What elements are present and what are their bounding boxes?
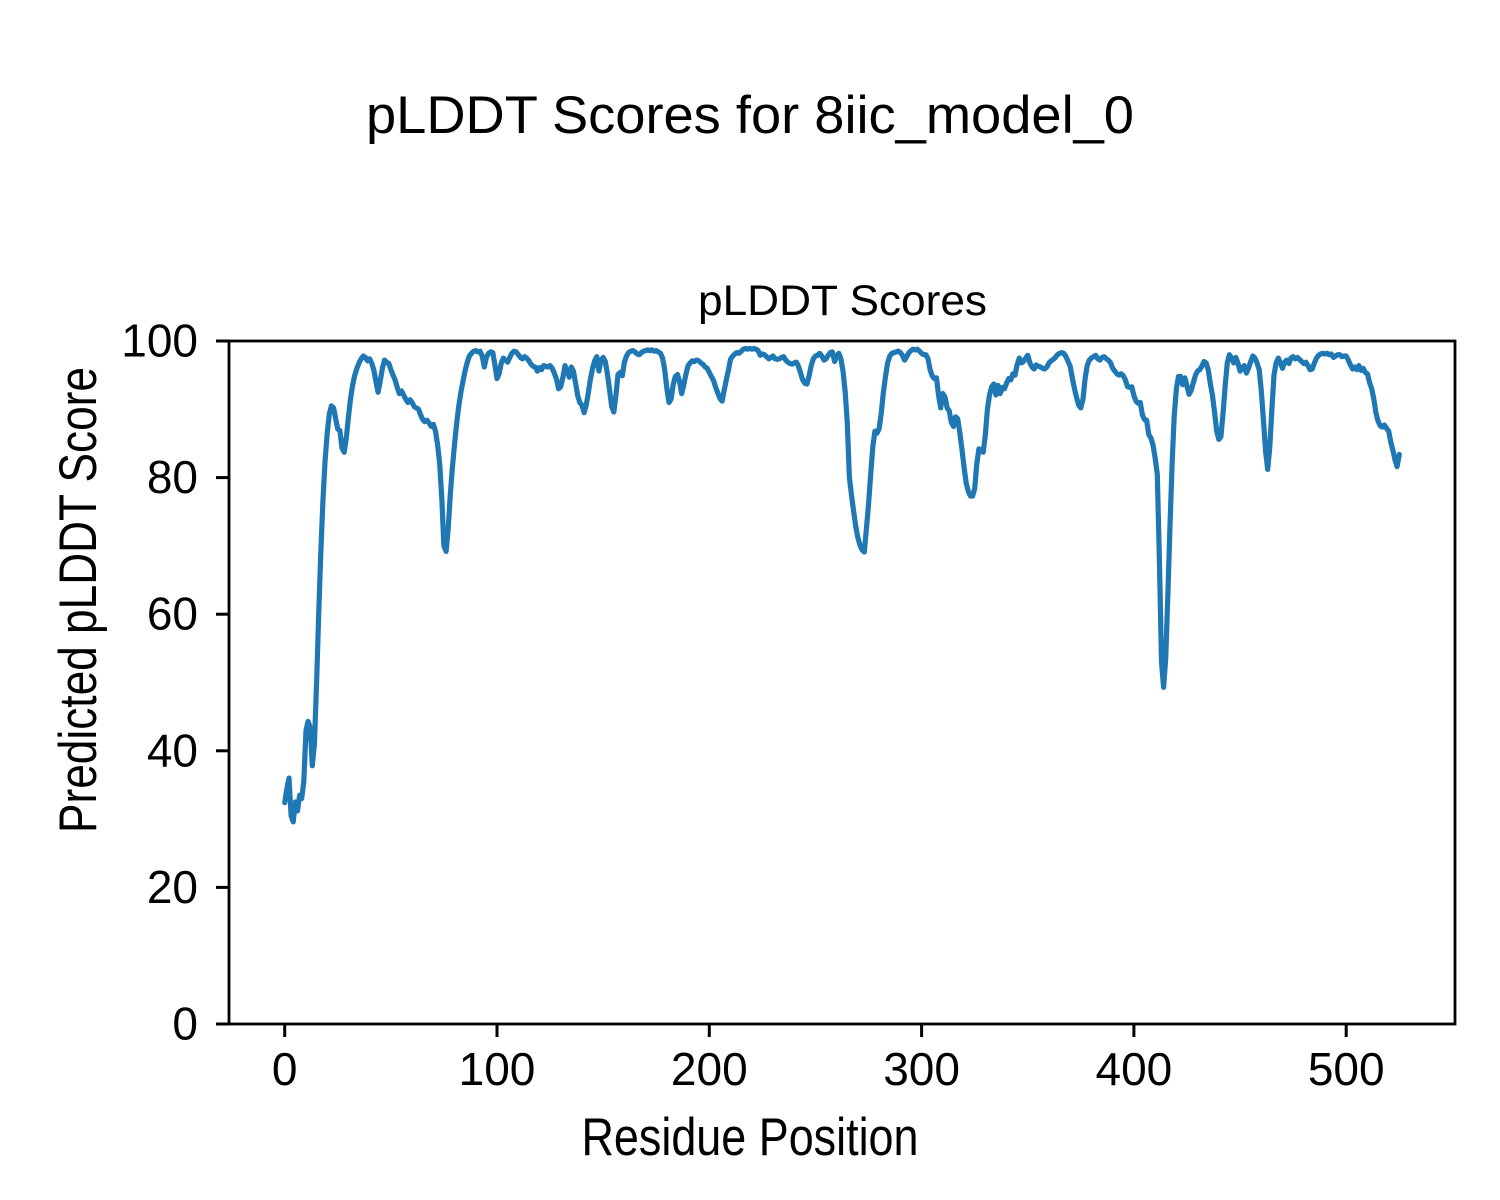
svg-text:300: 300 <box>883 1043 960 1095</box>
svg-text:100: 100 <box>121 315 198 367</box>
svg-text:pLDDT Scores for 8iic_model_0: pLDDT Scores for 8iic_model_0 <box>366 86 1134 145</box>
svg-text:0: 0 <box>172 998 198 1050</box>
svg-text:Residue Position: Residue Position <box>582 1108 919 1167</box>
svg-text:500: 500 <box>1308 1043 1385 1095</box>
svg-text:Predicted pLDDT Score: Predicted pLDDT Score <box>49 367 108 833</box>
svg-text:80: 80 <box>147 451 198 503</box>
svg-text:pLDDT Scores: pLDDT Scores <box>698 277 987 325</box>
svg-text:200: 200 <box>671 1043 748 1095</box>
svg-text:40: 40 <box>147 724 198 776</box>
svg-text:400: 400 <box>1096 1043 1173 1095</box>
svg-text:0: 0 <box>272 1043 298 1095</box>
svg-text:20: 20 <box>147 861 198 913</box>
svg-text:60: 60 <box>147 588 198 640</box>
svg-text:100: 100 <box>459 1043 536 1095</box>
